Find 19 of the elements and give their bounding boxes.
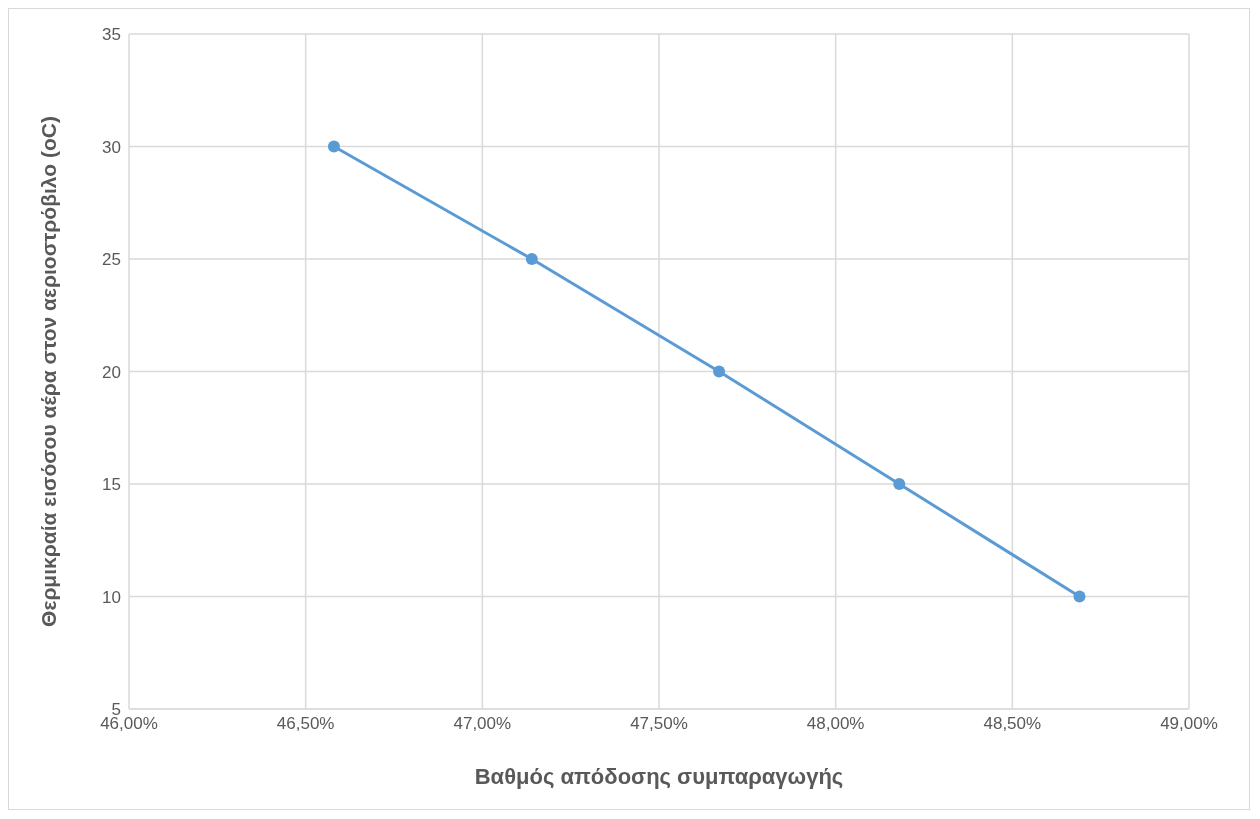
point	[1073, 590, 1086, 603]
y-tick-label: 30	[102, 137, 121, 157]
point	[713, 365, 726, 378]
x-tick-label: 48,00%	[806, 714, 865, 734]
x-tick-label: 48,50%	[983, 714, 1042, 734]
x-axis-title: Βαθμός απόδοσης συμπαραγωγής	[474, 764, 844, 789]
point	[893, 478, 906, 490]
x-tick-label: 47,50%	[630, 714, 688, 734]
y-tick-label: 10	[102, 587, 121, 607]
y-tick-label: 15	[102, 475, 121, 495]
y-tick-label: 20	[102, 362, 121, 382]
x-tick-label: 47,00%	[453, 714, 512, 734]
x-tick-label: 46,50%	[276, 714, 335, 734]
point	[525, 253, 538, 265]
y-tick-label: 35	[102, 25, 121, 45]
y-axis-title: Θερμικραία εισόσου αέρα στον αεριοστρόβιλο (oC)	[37, 116, 61, 627]
point	[327, 140, 340, 153]
y-tick-label: 25	[102, 250, 121, 270]
x-tick-label: 49,00%	[1160, 714, 1218, 734]
